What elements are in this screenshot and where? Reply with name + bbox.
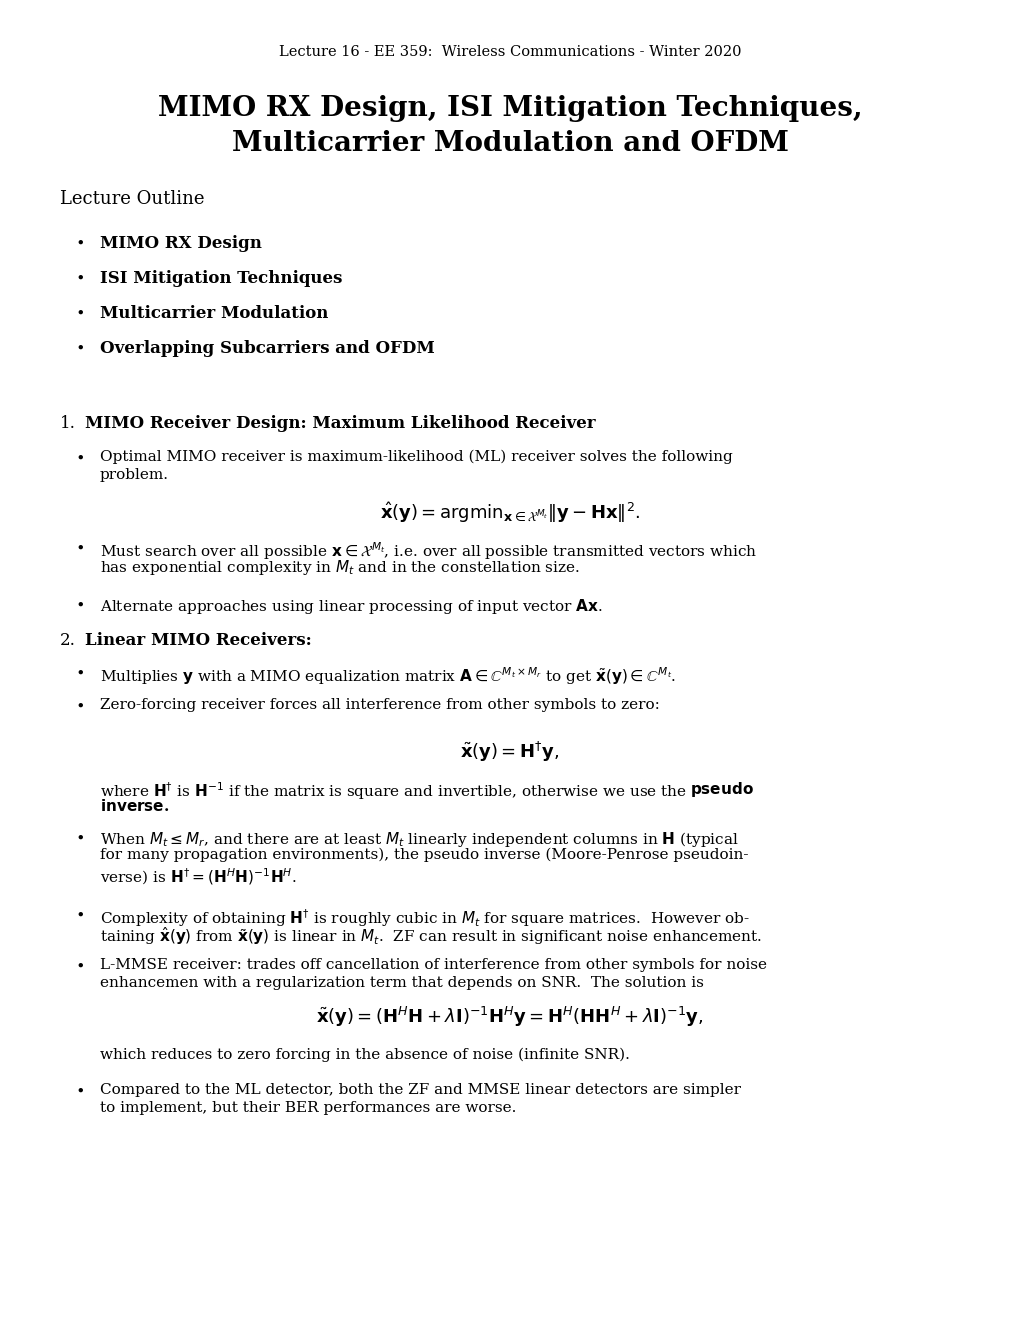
Text: Zero-forcing receiver forces all interference from other symbols to zero:: Zero-forcing receiver forces all interfe…: [100, 698, 659, 711]
Text: $\bullet$: $\bullet$: [75, 665, 84, 678]
Text: $\bullet$: $\bullet$: [75, 597, 84, 611]
Text: which reduces to zero forcing in the absence of noise (infinite SNR).: which reduces to zero forcing in the abs…: [100, 1048, 630, 1063]
Text: Lecture Outline: Lecture Outline: [60, 190, 204, 209]
Text: $\bullet$: $\bullet$: [75, 698, 84, 711]
Text: $\bullet$: $\bullet$: [75, 540, 84, 554]
Text: $\mathbf{pseudo}$: $\mathbf{pseudo}$: [689, 780, 753, 799]
Text: Multiplies $\mathbf{y}$ with a MIMO equalization matrix $\mathbf{A} \in \mathbb{: Multiplies $\mathbf{y}$ with a MIMO equa…: [100, 665, 676, 686]
Text: $\bullet$: $\bullet$: [75, 341, 84, 354]
Text: MIMO RX Design, ISI Mitigation Techniques,: MIMO RX Design, ISI Mitigation Technique…: [158, 95, 861, 121]
Text: Linear MIMO Receivers:: Linear MIMO Receivers:: [85, 632, 312, 649]
Text: Complexity of obtaining $\mathbf{H}^{\dagger}$ is roughly cubic in $M_t$ for squ: Complexity of obtaining $\mathbf{H}^{\da…: [100, 907, 749, 929]
Text: enhancemen with a regularization term that depends on SNR.  The solution is: enhancemen with a regularization term th…: [100, 975, 703, 990]
Text: $\bullet$: $\bullet$: [75, 235, 84, 249]
Text: MIMO Receiver Design: Maximum Likelihood Receiver: MIMO Receiver Design: Maximum Likelihood…: [85, 414, 595, 432]
Text: $\bullet$: $\bullet$: [75, 450, 84, 465]
Text: $\tilde{\mathbf{x}}(\mathbf{y}) = \mathbf{H}^{\dagger}\mathbf{y},$: $\tilde{\mathbf{x}}(\mathbf{y}) = \mathb…: [460, 741, 559, 764]
Text: taining $\hat{\mathbf{x}}(\mathbf{y})$ from $\tilde{\mathbf{x}}(\mathbf{y})$ is : taining $\hat{\mathbf{x}}(\mathbf{y})$ f…: [100, 925, 761, 946]
Text: $\bullet$: $\bullet$: [75, 907, 84, 921]
Text: $\bullet$: $\bullet$: [75, 271, 84, 284]
Text: $\tilde{\mathbf{x}}(\mathbf{y}) = (\mathbf{H}^H\mathbf{H} + \lambda\mathbf{I})^{: $\tilde{\mathbf{x}}(\mathbf{y}) = (\math…: [316, 1005, 703, 1030]
Text: Alternate approaches using linear processing of input vector $\mathbf{Ax}$.: Alternate approaches using linear proces…: [100, 597, 602, 616]
Text: 2.: 2.: [60, 632, 75, 649]
Text: verse) is $\mathbf{H}^{\dagger} = (\mathbf{H}^H\mathbf{H})^{-1}\mathbf{H}^H$.: verse) is $\mathbf{H}^{\dagger} = (\math…: [100, 866, 297, 887]
Text: Multicarrier Modulation: Multicarrier Modulation: [100, 305, 328, 322]
Text: Overlapping Subcarriers and OFDM: Overlapping Subcarriers and OFDM: [100, 341, 434, 356]
Text: $\bullet$: $\bullet$: [75, 1082, 84, 1097]
Text: MIMO RX Design: MIMO RX Design: [100, 235, 262, 252]
Text: L-MMSE receiver: trades off cancellation of interference from other symbols for : L-MMSE receiver: trades off cancellation…: [100, 958, 766, 972]
Text: where $\mathbf{H}^{\dagger}$ is $\mathbf{H}^{-1}$ if the matrix is square and in: where $\mathbf{H}^{\dagger}$ is $\mathbf…: [100, 780, 687, 801]
Text: Lecture 16 - EE 359:  Wireless Communications - Winter 2020: Lecture 16 - EE 359: Wireless Communicat…: [278, 45, 741, 59]
Text: to implement, but their BER performances are worse.: to implement, but their BER performances…: [100, 1101, 516, 1115]
Text: Must search over all possible $\mathbf{x} \in \mathcal{X}^{M_t}$, i.e. over all : Must search over all possible $\mathbf{x…: [100, 540, 757, 562]
Text: problem.: problem.: [100, 469, 169, 482]
Text: Optimal MIMO receiver is maximum-likelihood (ML) receiver solves the following: Optimal MIMO receiver is maximum-likelih…: [100, 450, 732, 465]
Text: $\mathbf{inverse}$.: $\mathbf{inverse}$.: [100, 799, 169, 814]
Text: ISI Mitigation Techniques: ISI Mitigation Techniques: [100, 271, 342, 286]
Text: When $M_t \leq M_r$, and there are at least $M_t$ linearly independent columns i: When $M_t \leq M_r$, and there are at le…: [100, 830, 738, 849]
Text: for many propagation environments), the pseudo inverse (Moore-Penrose pseudoin-: for many propagation environments), the …: [100, 847, 748, 862]
Text: $\bullet$: $\bullet$: [75, 830, 84, 843]
Text: $\bullet$: $\bullet$: [75, 958, 84, 972]
Text: $\hat{\mathbf{x}}(\mathbf{y}) = \mathrm{argmin}_{\mathbf{x} \in \mathcal{X}^{M_t: $\hat{\mathbf{x}}(\mathbf{y}) = \mathrm{…: [379, 500, 640, 525]
Text: $\bullet$: $\bullet$: [75, 305, 84, 319]
Text: 1.: 1.: [60, 414, 75, 432]
Text: Compared to the ML detector, both the ZF and MMSE linear detectors are simpler: Compared to the ML detector, both the ZF…: [100, 1082, 740, 1097]
Text: Multicarrier Modulation and OFDM: Multicarrier Modulation and OFDM: [231, 129, 788, 157]
Text: has exponential complexity in $M_t$ and in the constellation size.: has exponential complexity in $M_t$ and …: [100, 558, 580, 577]
